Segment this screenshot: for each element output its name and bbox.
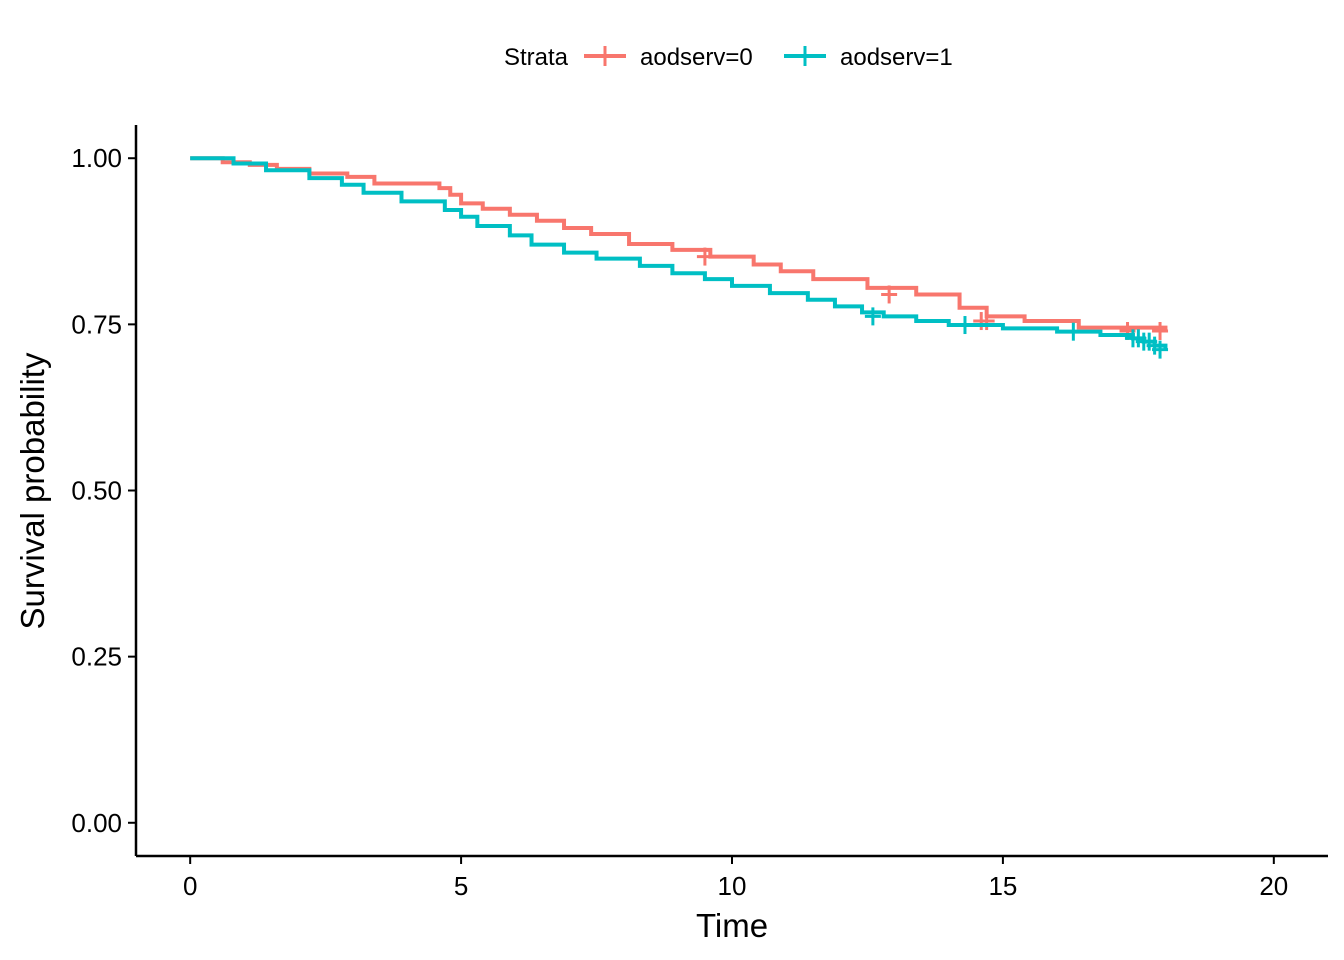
- censor-mark: [978, 312, 995, 331]
- x-ticks: 0 5 10 15 20: [183, 856, 1288, 901]
- x-tick-label: 15: [988, 871, 1017, 901]
- censor-mark: [1065, 322, 1082, 341]
- legend-key-series-1: [784, 46, 826, 66]
- censor-mark: [1152, 340, 1169, 359]
- plot-area: [190, 156, 1169, 359]
- legend-key-series-0: [584, 46, 626, 66]
- y-tick-label: 0.00: [71, 808, 122, 838]
- legend-title: Strata: [504, 44, 569, 71]
- legend-entry-0: aodserv=0: [640, 44, 753, 71]
- y-tick-label: 0.75: [71, 309, 122, 339]
- x-tick-label: 10: [718, 871, 747, 901]
- censor-mark: [696, 247, 713, 266]
- censor-mark: [864, 307, 881, 326]
- x-tick-label: 5: [454, 871, 468, 901]
- legend-entry-1: aodserv=1: [840, 44, 953, 71]
- x-tick-label: 0: [183, 871, 197, 901]
- x-axis-title: Time: [696, 907, 768, 944]
- y-tick-label: 0.25: [71, 642, 122, 672]
- censor-mark: [881, 285, 898, 304]
- y-axis-title: Survival probability: [14, 352, 51, 629]
- censor-mark: [956, 316, 973, 335]
- x-tick-label: 20: [1259, 871, 1288, 901]
- censor-mark: [1152, 322, 1169, 341]
- y-tick-label: 1.00: [71, 143, 122, 173]
- survival-curve-0: [190, 156, 1168, 332]
- legend: Strata aodserv=0 aodserv=1: [504, 44, 953, 71]
- survival-curve-1: [190, 156, 1168, 350]
- y-tick-label: 0.50: [71, 476, 122, 506]
- y-ticks: 0.00 0.25 0.50 0.75 1.00: [71, 143, 136, 838]
